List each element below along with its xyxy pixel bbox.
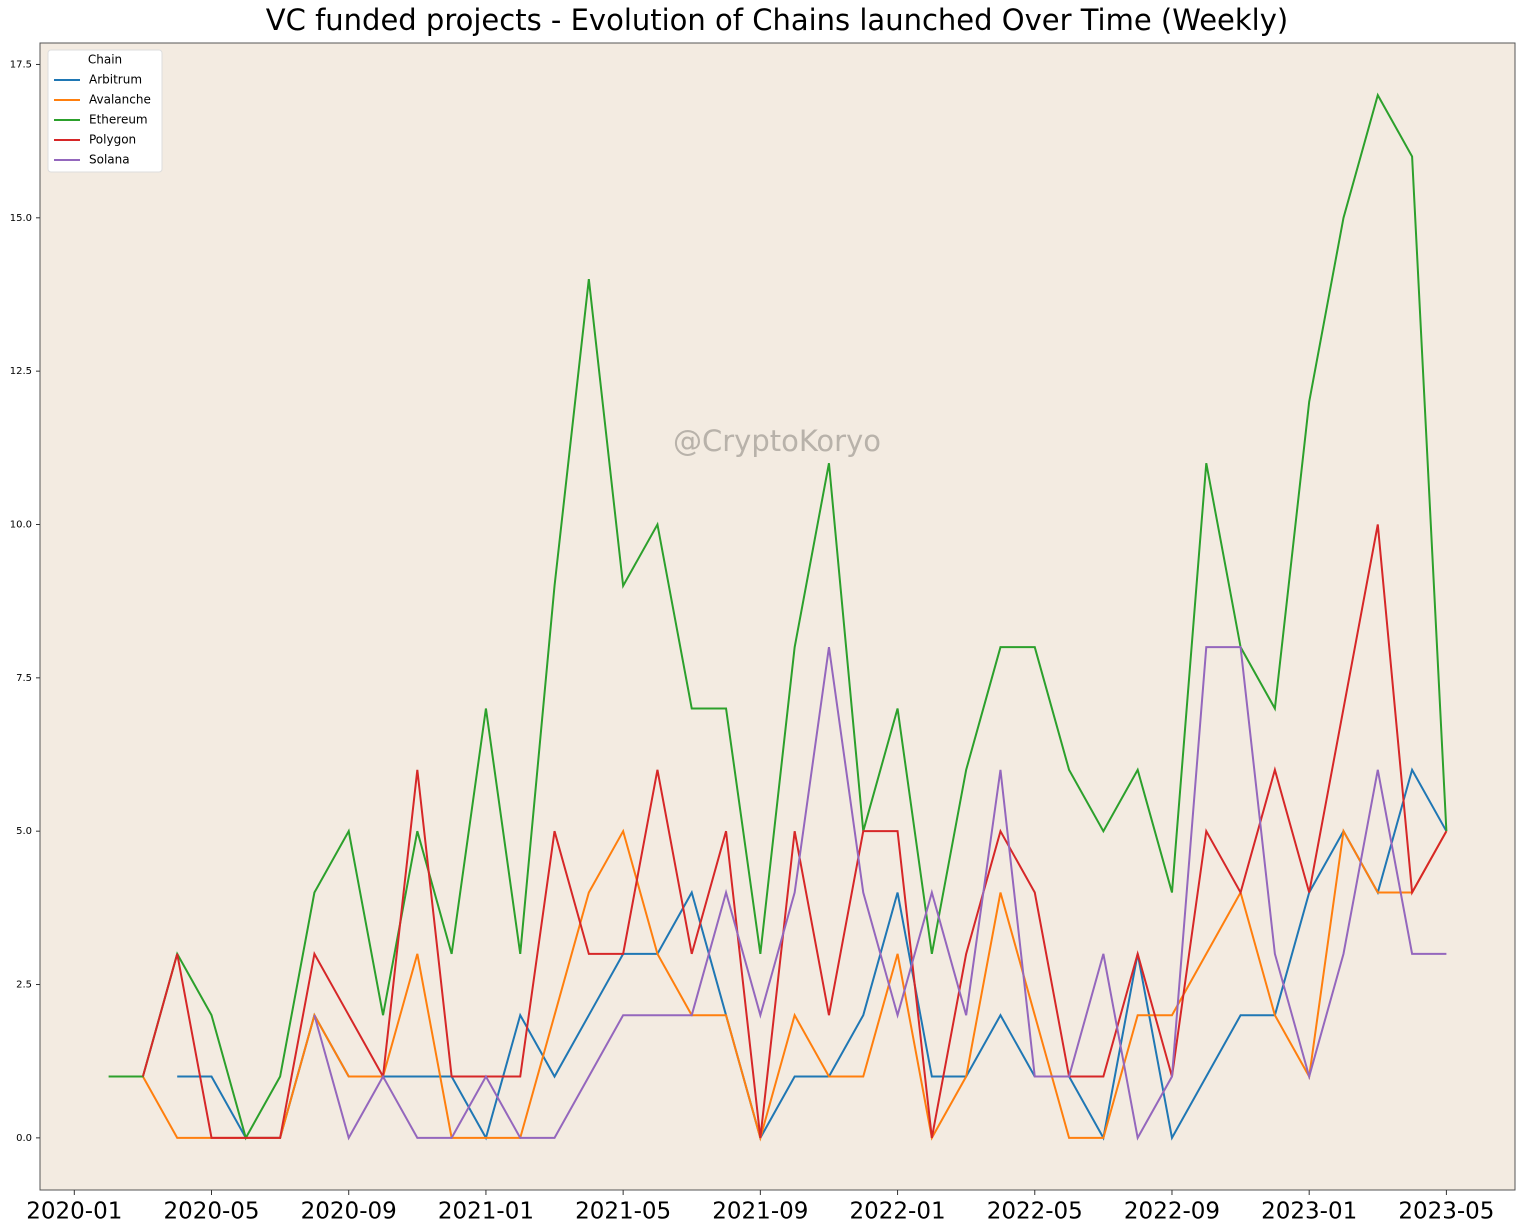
y-tick-label: 0.0 [16, 1133, 32, 1144]
series-line [313, 646, 1447, 1141]
y-tick-label: 15.0 [10, 213, 32, 224]
x-tick-label: 2021-05 [575, 1199, 671, 1225]
x-tick-label: 2022-01 [850, 1199, 946, 1225]
y-tick-label: 7.5 [16, 673, 32, 684]
chart-title: VC funded projects - Evolution of Chains… [266, 3, 1288, 37]
x-tick-label: 2020-01 [26, 1199, 122, 1225]
y-tick-label: 12.5 [10, 366, 32, 377]
y-tick-label: 10.0 [10, 519, 32, 530]
series-line [108, 92, 1448, 1141]
x-tick-label: 2022-09 [1124, 1199, 1220, 1225]
legend-label: Solana [89, 153, 130, 167]
x-tick-label: 2023-05 [1398, 1199, 1494, 1225]
watermark: @CryptoKoryo [673, 424, 881, 458]
legend-label: Arbitrum [89, 73, 142, 87]
y-tick-label: 17.5 [10, 59, 32, 70]
x-tick-label: 2021-09 [712, 1199, 808, 1225]
legend-label: Avalanche [89, 93, 151, 107]
y-tick-label: 2.5 [16, 980, 32, 991]
series-line [142, 828, 1448, 1142]
x-tick-label: 2020-05 [163, 1199, 259, 1225]
legend-title: Chain [88, 53, 122, 67]
y-tick-label: 5.0 [16, 826, 32, 837]
legend-label: Ethereum [89, 113, 148, 127]
x-tick-label: 2020-09 [301, 1199, 397, 1225]
series-line [177, 767, 1448, 1141]
x-tick-label: 2023-01 [1261, 1199, 1357, 1225]
x-tick-label: 2021-01 [438, 1199, 534, 1225]
legend-label: Polygon [89, 133, 136, 147]
plot-area [39, 42, 1516, 1191]
series-line [141, 524, 1448, 1139]
x-tick-label: 2022-05 [987, 1199, 1083, 1225]
